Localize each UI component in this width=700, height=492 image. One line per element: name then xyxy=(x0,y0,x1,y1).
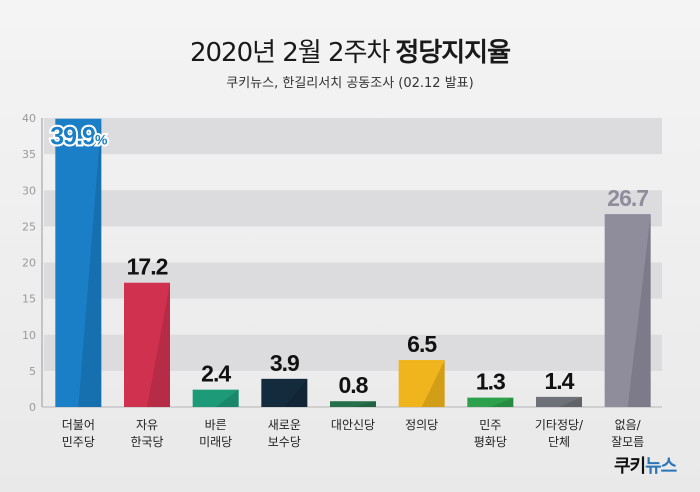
bar xyxy=(536,396,582,407)
bar xyxy=(604,214,651,407)
chart-subtitle: 쿠키뉴스, 한길리서치 공동조사 (02.12 발표) xyxy=(226,76,474,91)
category-label: 자유 xyxy=(136,418,158,432)
bar-value-label: 17.2 xyxy=(127,254,168,280)
y-tick-label: 25 xyxy=(22,220,36,233)
grid-band xyxy=(44,118,662,155)
bar-value-label: 2.4 xyxy=(201,361,231,387)
grid-band xyxy=(44,190,662,227)
bar-shade xyxy=(490,397,514,407)
bar-shade xyxy=(147,282,170,407)
category-label: 없음/ xyxy=(615,418,642,432)
y-tick-label: 15 xyxy=(22,293,36,306)
bar-shade xyxy=(284,378,308,407)
category-label: 보수당 xyxy=(268,435,301,449)
category-label: 평화당 xyxy=(474,435,507,449)
value-unit: % xyxy=(95,132,108,148)
bar-shade xyxy=(353,401,376,407)
bar-shade xyxy=(559,396,582,407)
bar-value-label: 1.4 xyxy=(545,368,575,394)
category-label: 바른 xyxy=(205,418,227,432)
bar xyxy=(55,118,102,407)
title-main: 2020년 2월 2주차 xyxy=(189,38,390,68)
brand-prefix: 쿠키 xyxy=(614,456,646,477)
category-label: 대안신당 xyxy=(331,418,375,432)
category-label: 새로운 xyxy=(268,418,301,432)
category-label: 민주당 xyxy=(62,435,95,449)
category-label: 단체 xyxy=(548,435,570,449)
y-tick-label: 20 xyxy=(22,257,36,270)
bar-value-label: 6.5 xyxy=(407,331,437,357)
bar-shade xyxy=(215,389,239,407)
category-label: 더불어 xyxy=(62,418,95,432)
bar xyxy=(467,397,514,407)
category-label: 잘모름 xyxy=(611,435,644,449)
y-tick-label: 30 xyxy=(22,184,36,197)
bar-value-label: 0.8 xyxy=(339,372,369,398)
chart-title: 2020년 2월 2주차 정당지지율 xyxy=(0,32,700,69)
bar-value-label: 26.7 xyxy=(607,185,648,211)
y-tick-label: 35 xyxy=(22,148,36,161)
brand-suffix: 뉴스 xyxy=(645,456,677,477)
category-label: 기타정당/ xyxy=(535,418,584,432)
y-tick-label: 0 xyxy=(29,401,36,414)
bar-value-label: 1.3 xyxy=(476,369,505,395)
category-label: 미래당 xyxy=(199,435,232,449)
bar xyxy=(192,389,239,407)
bar-value-label: 3.9 xyxy=(270,350,299,376)
bar-shade xyxy=(627,214,651,407)
title-bold: 정당지지율 xyxy=(395,38,511,68)
brand-logo: 쿠키뉴스 xyxy=(614,452,677,478)
y-tick-label: 5 xyxy=(29,365,36,378)
y-tick-label: 40 xyxy=(22,112,36,125)
bar-shade xyxy=(78,118,102,407)
bar-shade xyxy=(421,360,445,407)
category-label: 민주 xyxy=(479,418,501,432)
bar xyxy=(261,378,308,407)
bar xyxy=(398,360,445,407)
bar xyxy=(124,282,170,407)
bar xyxy=(330,401,376,407)
category-label: 한국당 xyxy=(130,435,163,449)
y-tick-label: 10 xyxy=(22,329,36,342)
category-label: 정의당 xyxy=(405,418,438,432)
